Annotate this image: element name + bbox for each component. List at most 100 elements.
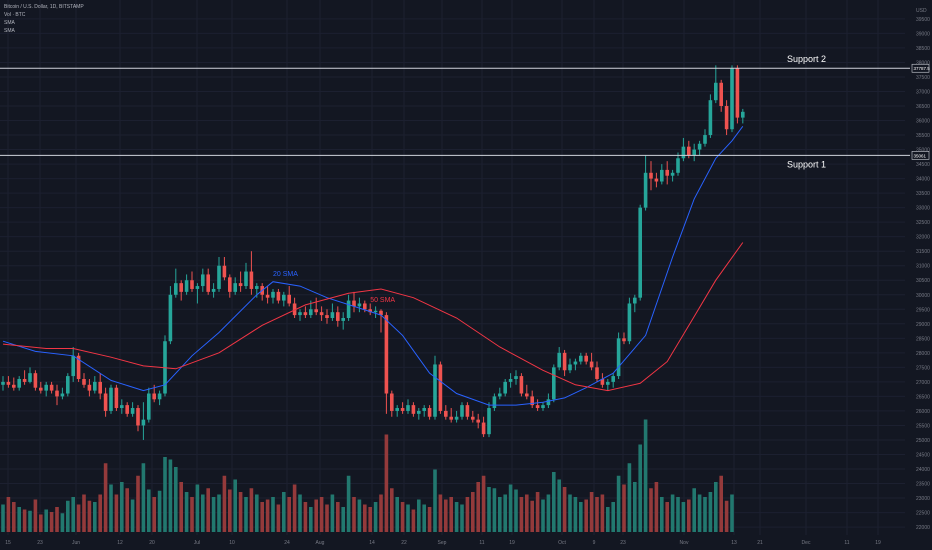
candle-body: [546, 399, 551, 406]
candle-body: [249, 271, 254, 289]
volume-bar: [44, 509, 48, 532]
candle-body: [152, 393, 156, 400]
candle-body: [665, 169, 669, 176]
candle-body: [579, 355, 583, 362]
price-tick-label: 36500: [916, 104, 930, 110]
candle-body: [719, 82, 723, 106]
candle-body: [444, 410, 448, 417]
price-tick-label: 39500: [916, 17, 930, 23]
candle-body: [228, 277, 232, 292]
candle-body: [735, 68, 740, 118]
candle-body: [616, 338, 621, 377]
volume-bar: [287, 497, 291, 532]
candle-body: [654, 178, 659, 182]
candle-body: [514, 376, 518, 379]
volume-bar: [476, 482, 480, 532]
candle-body: [703, 135, 707, 144]
volume-bar: [249, 488, 254, 532]
volume-bar: [28, 510, 32, 532]
candle-body: [508, 378, 513, 382]
volume-bar: [633, 482, 637, 532]
volume-bar: [638, 444, 642, 532]
candle-body: [519, 376, 524, 394]
candle-body: [265, 294, 270, 298]
volume-bar: [255, 494, 259, 532]
time-tick-label: 23: [37, 540, 43, 546]
candle-body: [33, 373, 38, 388]
time-tick-label: 22: [401, 540, 407, 546]
candle-body: [325, 315, 329, 318]
candle-body: [233, 283, 237, 292]
candlestick-series: [1, 65, 745, 440]
time-tick-label: 21: [757, 540, 763, 546]
candle-body: [627, 303, 632, 342]
volume-legend[interactable]: Vol · BTC: [4, 12, 26, 18]
volume-bar: [325, 504, 329, 532]
sma-legend-1[interactable]: SMA: [4, 20, 15, 26]
volume-bar: [195, 484, 200, 532]
candle-body: [66, 376, 70, 394]
candle-body: [492, 396, 497, 409]
candle-body: [98, 381, 102, 394]
candle-body: [622, 338, 626, 342]
volume-bar: [514, 489, 518, 532]
candle-body: [454, 416, 459, 420]
volume-bar: [557, 479, 561, 532]
candle-body: [319, 312, 324, 316]
price-tick-label: 26500: [916, 394, 930, 400]
volume-bar: [503, 494, 507, 532]
price-axis[interactable]: USD 22000 22500 23000 23500 24000 24500 25000 25…: [910, 0, 932, 550]
candle-body: [541, 405, 545, 409]
candle-body: [276, 291, 281, 301]
volume-bar: [719, 475, 723, 532]
candle-body: [184, 280, 189, 292]
time-tick-label: 10: [229, 540, 235, 546]
volume-bar: [125, 488, 129, 532]
volume-bar: [136, 475, 140, 532]
candle-body: [303, 312, 308, 316]
volume-bar: [217, 494, 221, 532]
candle-body: [190, 280, 194, 289]
volume-bar: [319, 497, 324, 532]
sma-legend-2[interactable]: SMA: [4, 28, 15, 34]
candle-body: [395, 408, 399, 411]
volume-bar: [211, 497, 216, 532]
candle-body: [282, 294, 286, 301]
sma-series-label: 20 SMA: [273, 271, 298, 278]
time-axis[interactable]: 15 23 Jun 12 20 Jul 10 24 Aug 14 22 Sep 11 19 Oct 9 23 No…: [5, 540, 881, 546]
time-tick-label: 11: [844, 540, 849, 546]
volume-bar: [330, 494, 335, 532]
volume-bar: [595, 497, 599, 532]
volume-bar: [6, 497, 11, 532]
candle-body: [93, 381, 97, 391]
volume-bar: [55, 507, 59, 532]
currency-label: USD: [916, 8, 927, 14]
price-tick-label: 23500: [916, 482, 930, 488]
price-tick-label: 31000: [916, 264, 930, 270]
price-tick-label: 27000: [916, 380, 930, 386]
candle-body: [476, 419, 480, 423]
candle-body: [530, 396, 534, 406]
candle-body: [708, 100, 713, 136]
volume-bar: [71, 497, 75, 532]
volume-bar: [411, 509, 416, 532]
candle-body: [595, 367, 599, 379]
candle-body: [606, 381, 610, 385]
price-tick-label: 32000: [916, 235, 930, 241]
volume-bar: [660, 497, 664, 532]
volume-bar: [298, 494, 302, 532]
candle-body: [336, 312, 340, 321]
volume-bar: [692, 488, 696, 532]
symbol-title[interactable]: Bitcoin / U.S. Dollar, 1D, BITSTAMP: [4, 4, 84, 10]
price-tick-label: 33500: [916, 191, 930, 197]
candle-body: [39, 387, 43, 391]
volume-bar: [98, 494, 102, 532]
volume-bar: [12, 502, 16, 532]
candle-body: [562, 352, 567, 371]
candle-body: [687, 146, 691, 156]
volume-bar: [697, 494, 702, 532]
price-tick-label: 37000: [916, 89, 930, 95]
volume-bar: [649, 488, 653, 532]
